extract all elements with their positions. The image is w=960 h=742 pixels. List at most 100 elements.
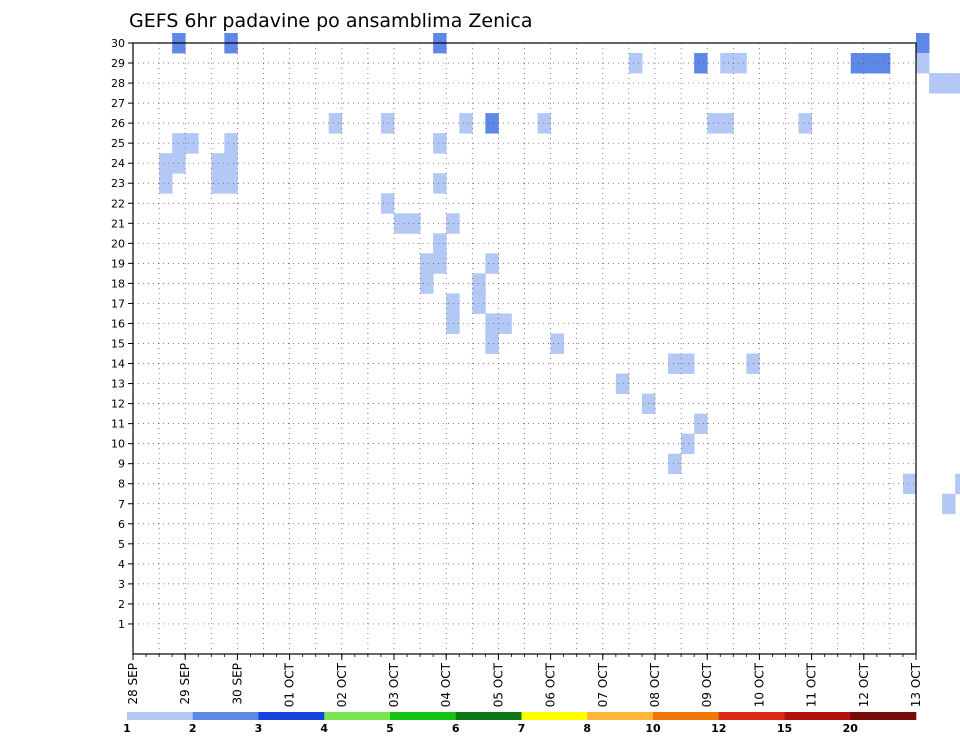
y-tick-label: 28 (111, 77, 125, 90)
x-tick-label: 03 OCT (387, 662, 401, 707)
legend-swatch (521, 712, 588, 720)
legend-label: 2 (189, 722, 197, 735)
y-tick-label: 3 (118, 578, 125, 591)
precip-cell (916, 32, 930, 54)
precip-cell (485, 333, 499, 354)
chart-title: GEFS 6hr padavine po ansamblima Zenica (129, 10, 533, 32)
y-tick-label: 29 (111, 57, 125, 70)
precip-cell (159, 153, 173, 174)
precip-cell (694, 413, 708, 435)
y-tick-label: 5 (118, 538, 125, 551)
legend-swatch (587, 712, 654, 720)
x-tick-label: 01 OCT (283, 662, 297, 707)
y-tick-label: 4 (118, 558, 125, 571)
y-tick-label: 16 (111, 317, 125, 330)
precip-cell (420, 253, 434, 274)
precip-cell (185, 133, 199, 154)
precip-cell (420, 273, 434, 294)
x-tick-label: 28 SEP (126, 663, 140, 705)
precip-cell (850, 53, 865, 74)
legend-swatch (784, 712, 851, 720)
y-tick-label: 7 (118, 498, 125, 511)
grid-lines (133, 42, 916, 654)
precip-cell (942, 73, 956, 94)
precip-cell (485, 253, 499, 274)
precip-cell (224, 153, 238, 174)
legend-swatch (653, 712, 720, 720)
precip-cell (668, 353, 682, 374)
x-tick-label: 07 OCT (596, 662, 610, 707)
precip-cell (929, 73, 943, 94)
y-tick-label: 11 (111, 418, 125, 431)
legend-label: 15 (777, 722, 792, 735)
y-tick-label: 6 (118, 518, 125, 531)
legend-swatch (127, 712, 194, 720)
y-tick-label: 27 (111, 97, 125, 110)
precip-cell (694, 53, 708, 74)
precip-cell (485, 313, 499, 334)
y-tick-label: 13 (111, 378, 125, 391)
precip-cell (863, 53, 878, 74)
x-tick-label: 13 OCT (909, 662, 923, 707)
legend-label: 12 (711, 722, 726, 735)
x-tick-label: 11 OCT (805, 662, 819, 707)
legend-label: 5 (386, 722, 394, 735)
precip-cell (628, 53, 643, 74)
precip-cell (433, 253, 447, 274)
legend-label: 4 (320, 722, 328, 735)
legend-swatch (324, 712, 391, 720)
y-tick-label: 25 (111, 137, 125, 150)
x-tick-label: 09 OCT (700, 662, 714, 707)
y-tick-label: 8 (118, 478, 125, 491)
precip-cell (159, 173, 173, 194)
precip-cell (720, 113, 734, 134)
legend-label: 6 (452, 722, 460, 735)
legend-label: 3 (255, 722, 263, 735)
precip-cell (446, 313, 460, 334)
y-tick-label: 30 (111, 37, 125, 50)
precip-cell (902, 473, 917, 495)
y-tick-label: 17 (111, 297, 125, 310)
precip-cell (433, 173, 447, 194)
x-tick-label: 29 SEP (178, 663, 192, 705)
x-tick-label: 02 OCT (335, 662, 349, 707)
y-tick-label: 14 (111, 358, 125, 371)
precip-cell (668, 453, 682, 475)
precip-cell (720, 53, 734, 74)
legend-label: 10 (645, 722, 661, 735)
precip-cell (224, 133, 238, 154)
x-tick-label: 12 OCT (857, 662, 871, 707)
precip-cell (798, 113, 812, 134)
precip-cell (681, 433, 695, 455)
legend-swatch (258, 712, 325, 720)
color-legend: 1 2 3 4 5 6 7 8 10 12 15 20 (123, 712, 917, 735)
precip-cell (459, 113, 473, 134)
y-tick-label: 22 (111, 197, 125, 210)
precip-cell (615, 373, 630, 394)
heatmap-cells (159, 32, 960, 515)
precip-cell (681, 353, 695, 374)
y-axis: 1234567891011121314151617181920212223242… (111, 37, 133, 631)
legend-swatch (718, 712, 785, 720)
y-tick-label: 20 (111, 237, 125, 250)
legend-swatch (850, 712, 917, 720)
x-tick-label: 10 OCT (752, 662, 766, 707)
y-tick-label: 19 (111, 257, 125, 270)
legend-label: 1 (123, 722, 131, 735)
y-tick-label: 24 (111, 157, 125, 170)
precip-cell (472, 273, 486, 294)
precip-cell (433, 233, 447, 254)
y-tick-label: 18 (111, 277, 125, 290)
y-tick-label: 21 (111, 217, 125, 230)
y-tick-label: 9 (118, 458, 125, 471)
precip-cell (380, 113, 395, 134)
y-tick-label: 15 (111, 337, 125, 350)
precip-cell (537, 113, 551, 134)
y-tick-label: 26 (111, 117, 125, 130)
precip-cell (485, 113, 499, 134)
precip-cell (380, 193, 395, 214)
x-tick-label: 06 OCT (544, 662, 558, 707)
precip-cell (446, 293, 460, 314)
x-axis: 28 SEP 29 SEP 30 SEP 01 OCT 02 OCT 03 OCT 04 O… (126, 654, 923, 707)
